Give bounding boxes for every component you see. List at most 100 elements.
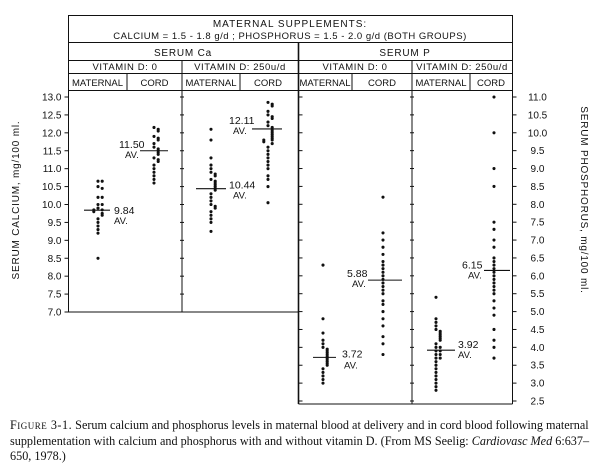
data-point: [492, 256, 496, 260]
data-point: [266, 100, 270, 104]
data-point: [321, 367, 325, 371]
data-point: [434, 363, 438, 367]
mean-value-label: 5.88: [347, 268, 368, 280]
data-point: [266, 124, 270, 128]
mean-value-label: 9.84: [114, 205, 135, 217]
data-point: [270, 116, 274, 121]
data-point: [266, 177, 270, 181]
data-point: [321, 331, 325, 335]
data-point: [321, 263, 325, 267]
column-label: CORD: [477, 78, 505, 89]
data-point: [152, 170, 156, 174]
data-point: [266, 201, 270, 205]
data-point: [434, 317, 438, 321]
data-point: [434, 356, 438, 360]
data-point: [434, 385, 438, 389]
data-point: [492, 285, 496, 289]
data-point: [152, 177, 156, 181]
data-point: [152, 142, 156, 146]
data-point: [438, 338, 442, 342]
column-label: MATERNAL: [299, 78, 350, 89]
mean-av-label: AV.: [233, 126, 247, 137]
data-point: [96, 228, 100, 232]
left-axis-tick-label: 10.5: [42, 182, 62, 193]
data-point: [492, 313, 496, 317]
data-point: [96, 195, 100, 199]
right-axis-tick-label: 9.0: [531, 164, 545, 175]
data-point: [321, 342, 325, 346]
data-point: [266, 159, 270, 164]
right-axis-tick-label: 5.0: [531, 307, 545, 318]
data-point: [100, 202, 104, 207]
data-point: [209, 220, 213, 224]
data-point: [96, 220, 100, 224]
right-axis-tick-label: 10.5: [528, 110, 548, 121]
data-point: [266, 185, 270, 189]
data-point: [434, 367, 438, 371]
caption-figure-label: Figure 3-1.: [10, 418, 73, 432]
vitamin-label: VITAMIN D: 250u/d: [194, 62, 286, 73]
data-point: [434, 342, 438, 346]
data-point: [492, 281, 496, 285]
data-point: [96, 224, 100, 228]
data-point: [156, 152, 160, 156]
data-point: [96, 185, 100, 189]
mean-av-label: AV.: [344, 360, 358, 371]
data-point: [438, 356, 442, 360]
data-point: [492, 306, 496, 310]
data-point: [209, 138, 213, 142]
left-axis-tick-label: 11.0: [43, 164, 62, 175]
data-point: [96, 231, 100, 235]
data-point: [96, 206, 100, 210]
left-axis-tick-label: 7.5: [48, 290, 62, 301]
header-title-line1: MATERNAL SUPPLEMENTS:: [213, 19, 367, 30]
right-axis-tick-label: 7.0: [531, 236, 545, 247]
left-axis-tick-label: 9.5: [48, 218, 62, 229]
data-point: [325, 363, 329, 367]
data-point: [96, 179, 100, 183]
data-point: [381, 288, 385, 292]
data-point: [152, 134, 156, 138]
mean-av-label: AV.: [114, 216, 128, 227]
left-axis-tick-label: 7.0: [48, 308, 62, 319]
right-axis-tick-label: 11.0: [528, 93, 547, 104]
data-point: [492, 259, 496, 264]
caption-journal: Cardiovasc Med: [471, 433, 553, 448]
mean-value-label: 10.44: [229, 180, 255, 192]
chart-frame: [68, 15, 513, 405]
data-point: [96, 256, 100, 260]
data-point: [209, 217, 213, 221]
data-point: [434, 374, 438, 378]
data-point: [434, 327, 438, 332]
data-point: [434, 381, 438, 385]
group-label-serum-ca: SERUM Ca: [154, 48, 212, 59]
data-point: [381, 292, 385, 296]
data-point: [381, 342, 385, 346]
data-point: [438, 352, 442, 357]
right-axis-tick-label: 10.0: [528, 128, 548, 139]
data-point: [492, 245, 496, 249]
data-point: [381, 281, 385, 285]
vitamin-label: VITAMIN D: 0: [322, 62, 387, 73]
data-point: [262, 140, 266, 144]
mean-value-label: 12.11: [229, 115, 255, 127]
mean-value-label: 3.92: [458, 339, 479, 351]
data-point: [266, 174, 270, 178]
data-point: [434, 324, 438, 328]
data-point: [96, 202, 100, 207]
data-point: [381, 267, 385, 271]
data-point: [321, 338, 325, 342]
data-point: [321, 381, 325, 385]
vitamin-label: VITAMIN D: 0: [92, 62, 157, 73]
data-point: [492, 338, 496, 342]
data-points: [92, 95, 496, 392]
data-point: [266, 113, 270, 117]
mean-value-label: 6.15: [462, 259, 483, 271]
data-point: [492, 95, 496, 99]
left-axis-tick-label: 11.5: [43, 146, 62, 157]
data-point: [434, 295, 438, 299]
mean-av-label: AV.: [468, 270, 482, 281]
data-point: [381, 352, 385, 357]
data-point: [492, 220, 496, 224]
data-point: [381, 317, 385, 321]
